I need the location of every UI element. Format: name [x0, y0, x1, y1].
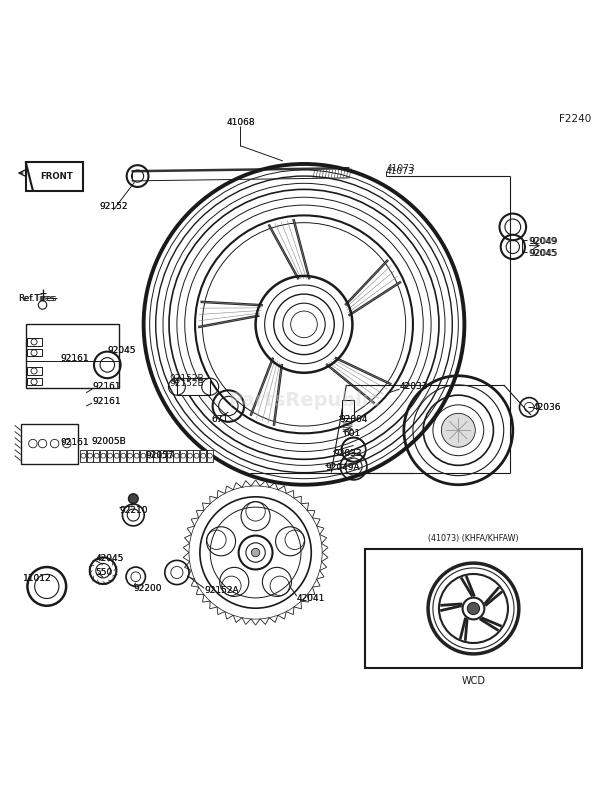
- Text: 92033: 92033: [333, 449, 362, 458]
- Bar: [106, 450, 112, 462]
- Bar: [153, 450, 159, 462]
- Bar: [365, 550, 582, 667]
- Text: 550: 550: [95, 568, 112, 577]
- Bar: [21, 424, 78, 463]
- Text: 92005B: 92005B: [91, 437, 126, 446]
- Bar: [177, 378, 210, 395]
- Text: F2240: F2240: [559, 114, 592, 124]
- Text: 92200: 92200: [133, 584, 162, 594]
- Bar: [126, 450, 133, 462]
- Bar: [26, 324, 119, 388]
- Text: 42045: 42045: [95, 554, 123, 563]
- Text: 601: 601: [344, 429, 361, 438]
- Text: 92161: 92161: [61, 354, 89, 363]
- Text: 92045: 92045: [528, 249, 556, 258]
- Text: 42036: 42036: [533, 402, 561, 412]
- Text: 42033: 42033: [399, 382, 428, 391]
- Text: 42033: 42033: [399, 382, 428, 391]
- Bar: [27, 367, 42, 374]
- Text: 92004: 92004: [339, 415, 368, 424]
- Text: 92161: 92161: [92, 382, 121, 391]
- Bar: [27, 338, 42, 346]
- Circle shape: [468, 602, 480, 614]
- Bar: [180, 450, 186, 462]
- Text: 92161: 92161: [92, 397, 121, 406]
- Bar: [187, 450, 193, 462]
- Bar: [200, 450, 206, 462]
- Bar: [87, 450, 92, 462]
- Bar: [167, 450, 173, 462]
- Bar: [173, 450, 179, 462]
- Text: 92045: 92045: [107, 346, 136, 355]
- Text: 42041: 42041: [297, 594, 325, 603]
- Bar: [160, 450, 166, 462]
- Text: 92152: 92152: [99, 202, 128, 211]
- Bar: [100, 450, 106, 462]
- Text: (41073) (KHFA/KHFAW): (41073) (KHFA/KHFAW): [428, 534, 519, 543]
- Bar: [27, 378, 42, 386]
- Text: 92161: 92161: [61, 438, 89, 447]
- Text: WCD: WCD: [461, 676, 485, 686]
- Text: 92005B: 92005B: [91, 437, 126, 446]
- Bar: [27, 349, 42, 357]
- Bar: [207, 450, 213, 462]
- Bar: [147, 450, 153, 462]
- Text: 92049: 92049: [528, 237, 556, 246]
- Bar: [133, 450, 139, 462]
- Text: 41068: 41068: [226, 118, 255, 127]
- Text: 92210: 92210: [119, 506, 148, 514]
- Text: 41073: 41073: [385, 166, 414, 176]
- Text: 92161: 92161: [61, 354, 89, 363]
- Circle shape: [251, 548, 260, 557]
- Text: 671: 671: [212, 415, 229, 424]
- Text: 92200: 92200: [133, 584, 162, 594]
- Bar: [26, 162, 83, 190]
- Text: 92057: 92057: [145, 451, 174, 460]
- Text: 92049A: 92049A: [325, 463, 360, 472]
- Bar: [120, 450, 126, 462]
- Bar: [342, 400, 354, 418]
- Text: 92210: 92210: [119, 506, 148, 514]
- Circle shape: [128, 494, 138, 503]
- Text: 671: 671: [212, 415, 229, 424]
- Text: Ref.Tires: Ref.Tires: [18, 294, 55, 303]
- Bar: [193, 450, 199, 462]
- Text: 92004: 92004: [339, 415, 368, 424]
- Text: PartsRepublic: PartsRepublic: [228, 390, 380, 410]
- Text: 92161: 92161: [92, 397, 121, 406]
- Text: 42036: 42036: [533, 402, 561, 412]
- Text: 92152: 92152: [99, 202, 128, 211]
- Text: 92057: 92057: [145, 451, 174, 460]
- Text: FRONT: FRONT: [40, 171, 73, 181]
- Bar: [94, 450, 99, 462]
- Text: 92033: 92033: [333, 449, 362, 458]
- Bar: [113, 450, 119, 462]
- Text: Ref.Tires: Ref.Tires: [18, 294, 57, 303]
- Text: 42041: 42041: [297, 594, 325, 603]
- Text: 92161: 92161: [92, 382, 121, 391]
- Text: 11012: 11012: [22, 574, 51, 583]
- Text: 42045: 42045: [95, 554, 123, 563]
- Text: 92049: 92049: [529, 237, 558, 246]
- Bar: [140, 450, 146, 462]
- Text: 92049A: 92049A: [325, 463, 360, 472]
- Text: 92152A: 92152A: [204, 586, 239, 595]
- Text: 92161: 92161: [61, 438, 89, 447]
- Bar: [80, 450, 86, 462]
- Text: 92045: 92045: [529, 249, 558, 258]
- Text: 92152B: 92152B: [170, 374, 204, 383]
- Circle shape: [441, 414, 475, 447]
- Text: 92152B: 92152B: [170, 378, 204, 387]
- Text: 92152A: 92152A: [204, 586, 239, 595]
- Text: 550: 550: [95, 568, 112, 577]
- Text: 92045: 92045: [107, 346, 136, 355]
- Text: 601: 601: [344, 429, 361, 438]
- Text: 41068: 41068: [226, 118, 255, 127]
- Text: 11012: 11012: [22, 574, 51, 583]
- Text: 41073: 41073: [386, 164, 415, 174]
